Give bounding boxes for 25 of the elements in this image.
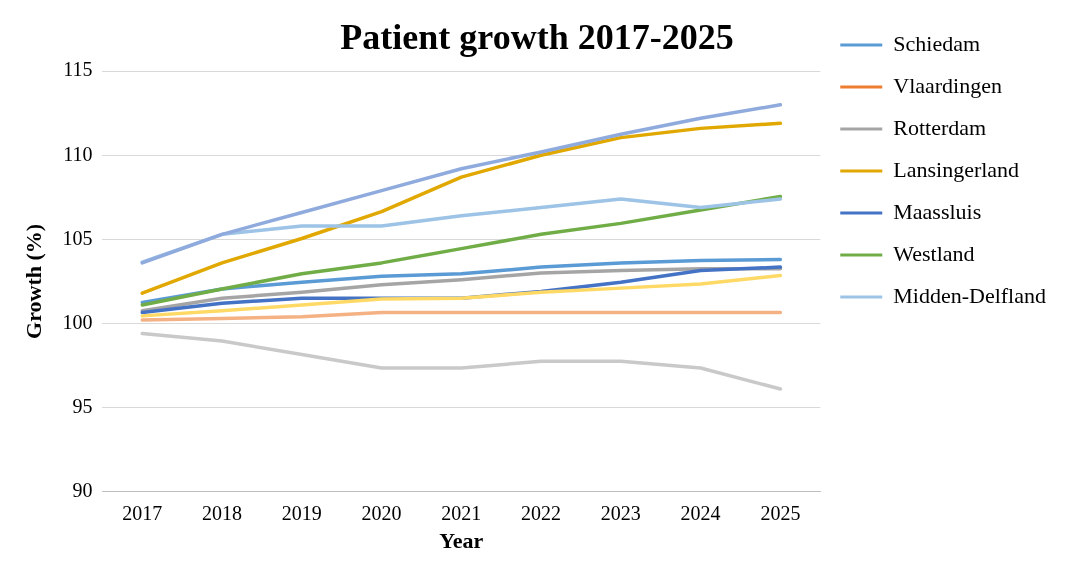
x-axis-title: Year [439, 528, 484, 554]
legend-label: Schiedam [893, 30, 981, 56]
legend-label: Midden-Delfland [893, 282, 1046, 308]
x-tick-label: 2022 [521, 501, 562, 524]
legend-label: Westland [893, 240, 975, 266]
x-tick-label: 2024 [680, 501, 721, 524]
y-axis-title: Growth (%) [20, 223, 46, 339]
y-tick-label: 110 [63, 142, 93, 165]
legend-label: Lansingerland [893, 156, 1020, 182]
x-tick-label: 2020 [361, 501, 402, 524]
x-tick-label: 2021 [441, 501, 482, 524]
y-tick-label: 105 [62, 226, 93, 249]
y-tick-label: 115 [63, 58, 93, 81]
legend-label: Vlaardingen [893, 72, 1002, 98]
x-tick-label: 2017 [122, 501, 163, 524]
chart-title: Patient growth 2017-2025 [340, 16, 734, 57]
x-tick-label: 2025 [760, 501, 801, 524]
y-tick-label: 95 [72, 394, 93, 417]
x-tick-label: 2019 [281, 501, 322, 524]
y-tick-label: 90 [72, 478, 93, 501]
legend-label: Maassluis [893, 198, 982, 224]
y-tick-label: 100 [62, 310, 93, 333]
x-tick-label: 2018 [202, 501, 243, 524]
x-tick-label: 2023 [600, 501, 641, 524]
legend-label: Rotterdam [893, 114, 987, 140]
